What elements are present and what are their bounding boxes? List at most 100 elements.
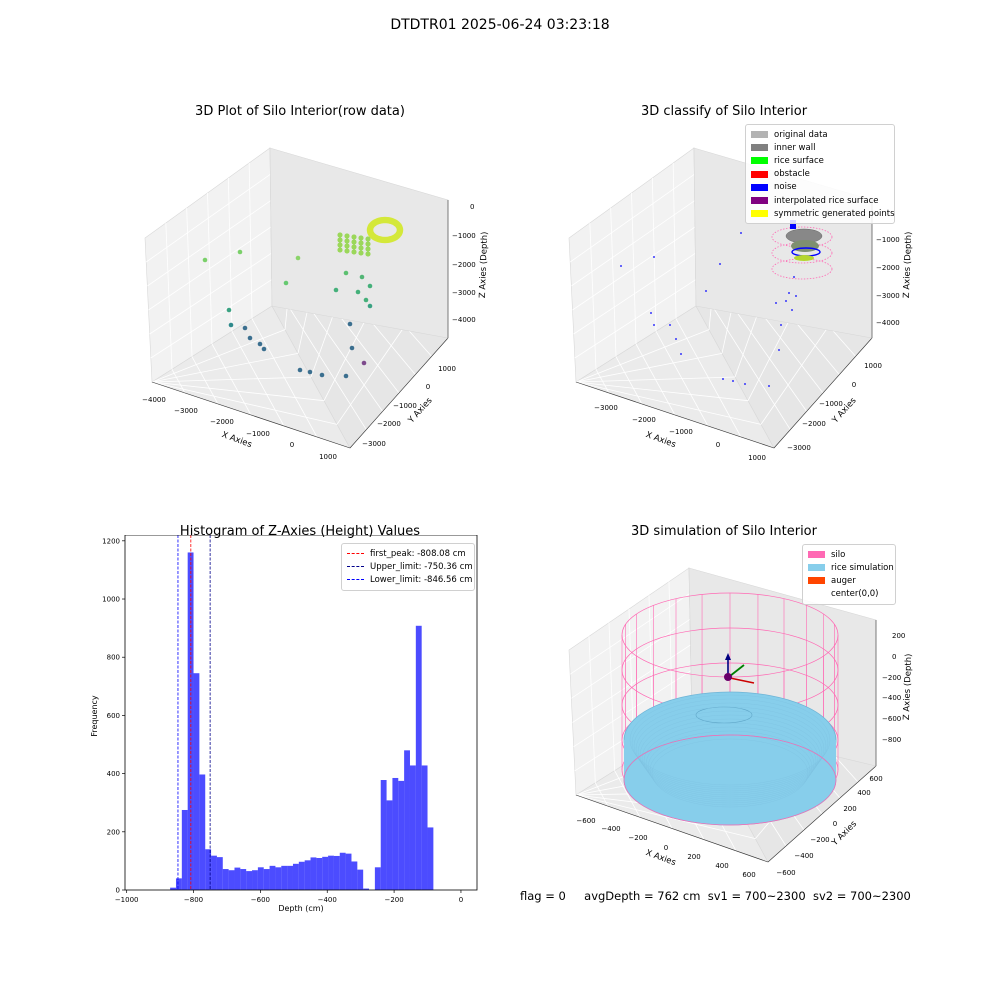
data-point [365,246,371,252]
legend-label: first_peak: -808.08 cm [370,548,466,559]
legend-label: rice simulation [831,562,894,573]
data-point [307,369,313,375]
data-point [351,234,357,240]
histogram-bar [211,855,217,890]
status-footer: flag = 0 avgDepth = 762 cm sv1 = 700~230… [520,889,911,903]
data-point [257,341,263,347]
legend-entry: obstacle [751,168,889,181]
histogram-bar [409,765,416,890]
simulation-y-tick: 400 [857,789,870,797]
histogram-bar [328,855,334,890]
data-point [337,237,343,243]
legend-entry: Upper_limit: -750.36 cm [347,560,473,573]
data-point [261,346,267,352]
figure-title: DTDTR01 2025-06-24 03:23:18 [390,17,610,33]
histogram-x-ticks: −1000 −800 −600 −400 −200 0 [115,890,463,904]
legend-swatch [808,564,825,572]
data-point [365,236,371,242]
histogram-bar [252,870,258,890]
raw-axes-panes [144,147,449,449]
auger-x-arrow [729,677,755,684]
simulation-y-tick: 200 [843,805,856,813]
simulation-z-axis-label: Z Axies (Depth) [902,653,914,720]
legend-entry: auger [808,574,890,587]
simulation-x-tick: −600 [576,817,595,825]
grid-line [675,318,742,438]
histogram-bar [175,878,182,890]
classify-z-ticks: −1000 −2000 −3000 −4000 [876,236,900,327]
legend-label: inner wall [774,142,816,153]
raw-z-tick: −1000 [452,232,476,240]
data-point [319,372,325,378]
data-point [358,250,364,256]
legend-entry: original data [751,128,889,141]
histogram-bar [246,871,253,890]
legend-entry: rice surface [751,154,889,167]
histogram-legend: first_peak: -808.08 cm Upper_limit: -750… [341,543,475,591]
x-tick-label: −600 [251,896,270,904]
simulation-x-tick: −200 [628,834,647,842]
histogram-bar [298,861,305,890]
simulation-z-tick: 200 [892,632,905,640]
histogram-chart: −1000 −800 −600 −400 −200 0 0 200 400 600 800 1000… [90,535,478,913]
histogram-bar [181,809,188,890]
x-tick-label: −200 [384,896,403,904]
data-point [359,274,365,280]
simulation-z-tick: −800 [882,736,901,744]
rice-contour [651,738,809,808]
classify-y-tick: 1000 [864,362,882,370]
rice-contour [643,722,817,800]
histogram-bar [304,860,311,890]
simulation-y-tick: −400 [794,852,813,860]
data-point [202,257,208,263]
simulation-x-tick: 0 [664,844,668,852]
legend-label: symmetric generated points [774,208,895,219]
grid-line [251,318,318,438]
data-point [349,345,355,351]
rice-contour [633,702,827,790]
raw-y-tick: −3000 [362,440,386,448]
data-point [247,335,253,341]
histogram-bar [228,870,235,890]
silo-bottom-ring [623,734,837,826]
histogram-bar [392,777,399,890]
grid-line [150,279,272,359]
data-point [347,321,353,327]
noise-point [669,324,671,326]
noise-point [780,324,782,326]
raw-x-tick: −3000 [174,407,198,415]
legend-line [347,579,364,581]
y-axis-line [767,765,877,863]
noise-point [650,312,652,314]
simulation-z-tick: −400 [882,694,901,702]
legend-label: auger [831,575,856,586]
raw-y-tick: 0 [426,383,430,391]
legend-label: obstacle [774,169,810,180]
histogram-y-axis-label: Frequency [90,695,99,737]
x-tick-label: −800 [184,896,203,904]
raw-3d-plot: −4000 −3000 −2000 −1000 0 1000 1000 0 −1… [142,147,490,461]
histogram-bar [322,856,329,890]
noise-point [722,378,724,380]
data-point [351,244,357,250]
noise-point [795,295,797,297]
rice-contour [647,730,813,804]
histogram-bar [398,780,405,890]
legend-swatch [751,170,768,178]
y-tick-label: 0 [116,887,120,895]
classify-y-tick: 0 [852,381,856,389]
rice-bottom [623,734,837,826]
histogram-bar [386,800,393,890]
data-point [358,235,364,241]
simulation-y-tick: −200 [810,836,829,844]
y-tick-label: 800 [107,654,120,662]
classify-x-tick: −3000 [594,404,618,412]
auger-y-arrow [729,664,745,677]
raw-x-tick: 1000 [319,453,337,461]
histogram-reference-lines [177,535,211,890]
grid-line [574,279,696,359]
histogram-bar [351,861,358,890]
histogram-bar [199,774,206,890]
histogram-x-axis-label: Depth (cm) [278,904,323,913]
rice-contour [631,698,829,788]
